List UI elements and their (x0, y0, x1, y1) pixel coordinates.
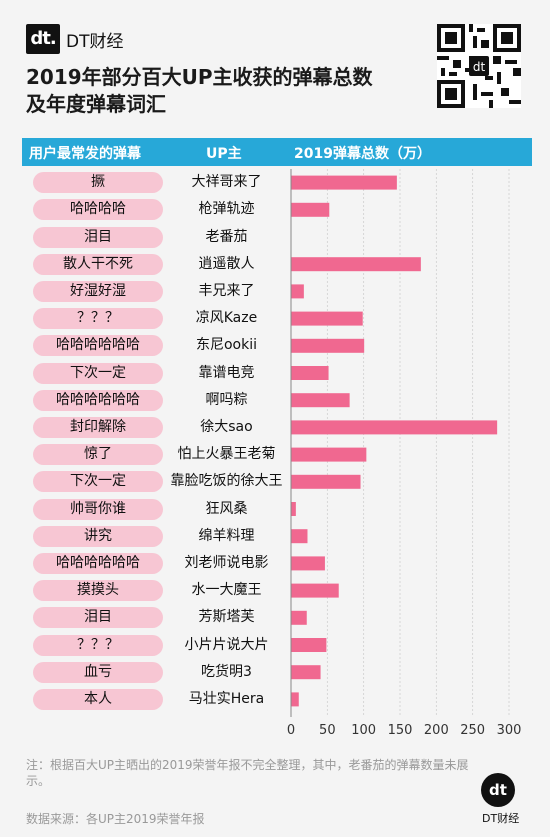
danmu-label: 哈哈哈哈哈哈 (33, 335, 163, 357)
x-tick-label: 100 (351, 723, 376, 738)
up-name: 枪弹轨迹 (198, 201, 255, 218)
danmu-label: 泪目 (33, 607, 163, 629)
up-name: 凉风Kaze (195, 310, 258, 327)
bar (291, 692, 299, 707)
bar (291, 311, 363, 326)
bar (291, 284, 304, 299)
up-name: 小片片说大片 (184, 636, 269, 653)
x-tick-label: 300 (497, 723, 522, 738)
danmu-label: 散人干不死 (33, 253, 163, 275)
title-line-1: 2019年部分百大UP主收获的弹幕总数 (26, 65, 373, 89)
up-name: 徐大sao (200, 418, 253, 435)
danmu-label: 讲究 (33, 525, 163, 547)
footnote: 注：根据百大UP主晒出的2019荣誉年报不完全整理，其中，老番茄的弹幕数量未展示… (26, 758, 469, 788)
danmu-label: ？？？ (33, 308, 163, 330)
danmu-label: 撅 (33, 172, 163, 194)
x-tick-label: 50 (319, 723, 336, 738)
danmu-label: 封印解除 (33, 416, 163, 438)
danmu-label: 惊了 (33, 444, 163, 466)
up-name: 老番茄 (205, 228, 248, 245)
bar (291, 665, 321, 680)
bar (291, 257, 421, 272)
bar (291, 610, 307, 625)
danmu-label: 哈哈哈哈 (33, 199, 163, 221)
bar (291, 393, 350, 408)
danmu-label: 泪目 (33, 226, 163, 248)
up-name: 丰兄来了 (198, 282, 255, 299)
brand-logo: dt. DT财经 (26, 24, 123, 54)
data-source: 数据来源：各UP主2019荣誉年报 (26, 812, 205, 826)
danmu-label: 帅哥你谁 (33, 498, 163, 520)
svg-text:dt: dt (473, 60, 486, 74)
qr-code-icon: dt (437, 24, 521, 108)
up-name: 啊吗粽 (205, 391, 248, 408)
bar (291, 338, 365, 353)
title-line-2: 及年度弹幕词汇 (26, 92, 166, 116)
up-name: 逍遥散人 (198, 255, 255, 272)
up-name: 靠脸吃饭的徐大王 (170, 473, 283, 490)
danmu-label: 下次一定 (33, 471, 163, 493)
brand-name: DT财经 (66, 31, 124, 52)
bar (291, 366, 329, 380)
up-name: 怕上火暴王老菊 (177, 446, 276, 463)
table-header: 用户最常发的弹幕 UP主 2019弹幕总数（万） (22, 138, 532, 166)
bar (291, 529, 308, 544)
x-tick-label: 250 (460, 723, 485, 738)
up-name: 马壮实Hera (188, 690, 265, 707)
header-up: UP主 (206, 146, 242, 162)
chart-title: 2019年部分百大UP主收获的弹幕总数 及年度弹幕词汇 (26, 64, 373, 118)
up-name: 大祥哥来了 (191, 174, 262, 191)
bar (291, 638, 327, 652)
danmu-label: 血亏 (33, 661, 163, 683)
x-tick-label: 200 (424, 723, 449, 738)
up-name: 靠谱电竞 (198, 364, 255, 381)
bar (291, 583, 339, 598)
x-tick-label: 0 (287, 723, 295, 738)
header-danmu: 用户最常发的弹幕 (29, 146, 141, 162)
up-name: 狂风桑 (205, 500, 248, 517)
danmu-label: 摸摸头 (33, 580, 163, 602)
bar (291, 556, 325, 571)
danmu-label: 哈哈哈哈哈哈 (33, 552, 163, 574)
danmu-label: 好湿好湿 (33, 280, 163, 302)
bar (291, 502, 296, 516)
bar (291, 202, 330, 217)
up-name: 东尼ookii (195, 337, 258, 354)
brand-mark: dt. (26, 24, 60, 54)
up-name: 水一大魔王 (191, 582, 262, 599)
danmu-label: 哈哈哈哈哈哈 (33, 389, 163, 411)
bar (291, 420, 498, 435)
bar (291, 474, 361, 489)
up-name: 刘老师说电影 (184, 554, 269, 571)
danmu-label: ？？？ (33, 634, 163, 656)
up-name: 芳斯塔芙 (198, 609, 255, 626)
up-name: 绵羊料理 (198, 527, 255, 544)
danmu-label: 本人 (33, 688, 163, 710)
footer-logo-icon: dt (481, 773, 515, 807)
header-count: 2019弹幕总数（万） (294, 146, 431, 162)
up-name: 吃货明3 (201, 663, 252, 680)
bar (291, 447, 367, 462)
danmu-label: 下次一定 (33, 362, 163, 384)
bar (291, 175, 397, 190)
x-tick-label: 150 (388, 723, 413, 738)
footer-brand: DT财经 (482, 812, 520, 825)
